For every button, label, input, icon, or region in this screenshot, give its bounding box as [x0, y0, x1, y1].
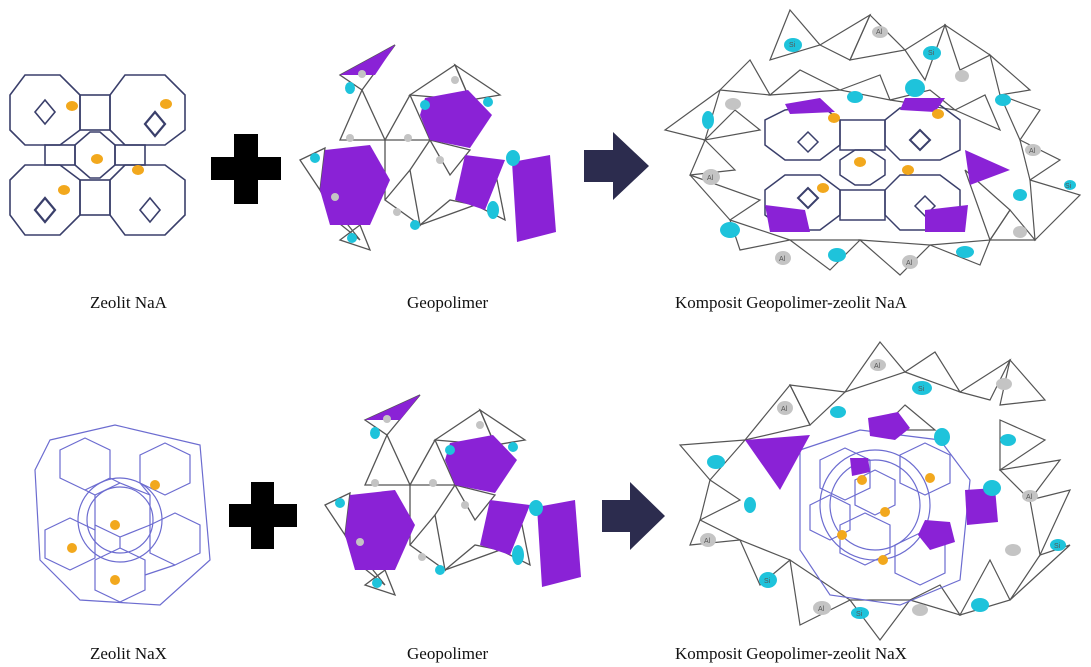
geopolymer-structure-1 — [299, 44, 556, 252]
composite-nax-structure: Al Si Al Al Si Al Si Al Si — [678, 341, 1072, 641]
svg-text:Al: Al — [781, 406, 788, 413]
svg-text:Si: Si — [789, 42, 796, 49]
svg-text:Si: Si — [928, 50, 935, 57]
svg-text:Si: Si — [1054, 543, 1061, 550]
svg-text:Si: Si — [764, 578, 771, 585]
zeolite-nax-structure — [34, 424, 211, 606]
arrow-right-icon — [602, 482, 665, 550]
label-geopolimer-1: Geopolimer — [407, 293, 489, 312]
label-zeolit-nax: Zeolit NaX — [90, 644, 167, 663]
svg-text:Si: Si — [918, 386, 925, 393]
zeolite-naa-sodium-ions — [58, 99, 172, 195]
plus-icon — [211, 134, 281, 204]
svg-text:Al: Al — [1026, 494, 1033, 501]
label-geopolimer-2: Geopolimer — [407, 644, 489, 663]
label-komposit-nax: Komposit Geopolimer-zeolit NaX — [675, 644, 907, 663]
label-zeolit-naa: Zeolit NaA — [90, 293, 168, 312]
zeolite-nax-sodium-ions — [67, 480, 160, 585]
svg-text:Al: Al — [707, 175, 714, 182]
plus-icon — [229, 482, 297, 549]
zeolite-naa-structure — [9, 74, 186, 236]
svg-text:Al: Al — [818, 606, 825, 613]
svg-text:Si: Si — [856, 611, 863, 618]
svg-text:Al: Al — [1029, 148, 1036, 155]
label-komposit-naa: Komposit Geopolimer-zeolit NaA — [675, 293, 908, 312]
geopolymer-structure-2 — [324, 394, 581, 597]
arrow-right-icon — [584, 132, 649, 200]
svg-text:Si: Si — [1065, 183, 1072, 190]
svg-text:Al: Al — [906, 260, 913, 267]
svg-text:Al: Al — [779, 256, 786, 263]
svg-text:Al: Al — [874, 363, 881, 370]
svg-text:Al: Al — [704, 538, 711, 545]
composite-naa-structure: Si Al Si Al Al Al Al Si — [663, 8, 1082, 276]
svg-text:Al: Al — [876, 29, 883, 36]
